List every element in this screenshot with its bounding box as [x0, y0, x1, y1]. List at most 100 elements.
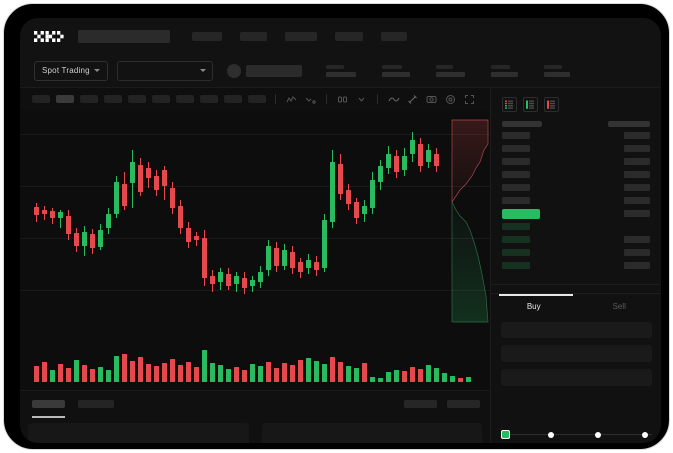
settings-icon[interactable] [444, 93, 457, 106]
stat-last-price [325, 64, 356, 77]
candle-body [138, 165, 143, 192]
candle-body [418, 144, 423, 166]
timeframe-1M[interactable] [224, 95, 242, 103]
order-book-panel: Buy Sell [490, 88, 661, 443]
timeframe-4h[interactable] [152, 95, 170, 103]
bottom-card-right[interactable] [261, 423, 482, 443]
nav-item-3[interactable] [285, 31, 317, 41]
slider-handle[interactable] [501, 430, 510, 439]
timeframe-1d[interactable] [176, 95, 194, 103]
candle-body [282, 250, 287, 266]
nav-item-4[interactable] [335, 31, 363, 41]
timeframe-more[interactable] [248, 95, 266, 103]
volume-bar-15 [154, 366, 159, 382]
orderbook-mode-asks-icon[interactable] [544, 97, 559, 112]
search-input[interactable] [78, 29, 170, 43]
timeframe-5m[interactable] [56, 95, 74, 103]
okx-logo-icon[interactable] [34, 30, 64, 42]
volume-bar-37 [330, 357, 335, 382]
candle-body [394, 156, 399, 172]
trading-pair-select[interactable] [116, 60, 213, 81]
camera-icon[interactable] [425, 93, 438, 106]
tab-open-orders[interactable] [32, 400, 65, 408]
nav-item-1[interactable] [192, 31, 222, 41]
orderbook-ask-row-1[interactable] [502, 131, 650, 140]
order-amount-field[interactable] [501, 345, 652, 362]
volume-bar-10 [114, 356, 119, 382]
orderbook-ask-row-2[interactable] [502, 144, 650, 153]
order-total-field[interactable] [501, 369, 652, 386]
tab-buy[interactable]: Buy [491, 294, 577, 319]
orderbook-price-cell [502, 249, 530, 256]
line-tool-icon[interactable] [387, 93, 400, 106]
orderbook-mode-both-icon[interactable] [502, 97, 517, 112]
order-price-field[interactable] [501, 322, 652, 338]
candle-body [266, 246, 271, 270]
orderbook-price-cell [502, 236, 530, 243]
orderbook-bid-row-2[interactable] [502, 235, 650, 244]
stat-low-24h-value [490, 71, 518, 77]
pair-avatar [226, 63, 241, 78]
orderbook-ask-row-6[interactable] [502, 196, 650, 205]
tab-order-history[interactable] [78, 400, 114, 408]
orders-panel [20, 390, 490, 443]
trading-mode-select[interactable]: Spot Trading [34, 60, 108, 81]
slider-stop-100[interactable] [642, 431, 648, 438]
active-tab-underline [32, 416, 65, 418]
nav-item-2[interactable] [240, 31, 267, 41]
orderbook-bid-row-1[interactable] [502, 222, 650, 231]
timeframe-1h[interactable] [128, 95, 146, 103]
timeframe-1w[interactable] [200, 95, 218, 103]
price-chart[interactable] [20, 110, 490, 332]
trading-mode-label: Spot Trading [42, 66, 90, 75]
slider-stop-33[interactable] [548, 431, 554, 438]
magnet-icon[interactable] [406, 93, 419, 106]
amount-percent-slider[interactable] [501, 428, 652, 440]
candle-body [178, 206, 183, 228]
fullscreen-icon[interactable] [463, 93, 476, 106]
volume-bar-35 [314, 361, 319, 382]
orderbook-price-cell [502, 262, 530, 269]
orderbook-ask-row-3[interactable] [502, 157, 650, 166]
tab-sell[interactable]: Sell [577, 294, 662, 319]
chart-type-icon[interactable] [355, 93, 368, 106]
candle-body [314, 262, 319, 270]
orderbook-bid-row-4[interactable] [502, 261, 650, 270]
volume-bar-19 [186, 362, 191, 382]
volume-bar-14 [146, 364, 151, 382]
templates-icon[interactable] [336, 93, 349, 106]
candle-body [226, 274, 231, 286]
candle-body [186, 228, 191, 242]
timeframe-1m[interactable] [32, 95, 50, 103]
candle-body [122, 184, 127, 206]
orderbook-last-price-row[interactable] [502, 208, 650, 219]
stat-volume-24h [543, 64, 570, 77]
orderbook-ask-row-5[interactable] [502, 183, 650, 192]
orderbook-bid-row-3[interactable] [502, 248, 650, 257]
candle-body [74, 233, 79, 246]
volume-bar-18 [178, 365, 183, 382]
candle-body [354, 202, 359, 218]
volume-bar-16 [162, 363, 167, 382]
orderbook-header-size [608, 121, 650, 127]
bottom-action-1[interactable] [404, 400, 437, 408]
stat-change-24h-label [381, 64, 402, 69]
nav-item-5[interactable] [381, 31, 407, 41]
orderbook-price-cell [502, 197, 530, 204]
orderbook-ask-row-4[interactable] [502, 170, 650, 179]
timeframe-30m[interactable] [104, 95, 122, 103]
volume-bar-32 [290, 365, 295, 382]
candle-body [98, 230, 103, 247]
candle-body [130, 162, 135, 183]
chevron-down-icon [93, 69, 100, 72]
volume-chart[interactable] [20, 332, 490, 390]
bottom-card-left[interactable] [28, 423, 249, 443]
orderbook-header-price [502, 121, 542, 127]
timeframe-15m[interactable] [80, 95, 98, 103]
orderbook-mode-bids-icon[interactable] [523, 97, 538, 112]
bottom-action-2[interactable] [447, 400, 480, 408]
indicators-icon[interactable] [285, 93, 298, 106]
slider-stop-66[interactable] [595, 431, 601, 438]
compare-icon[interactable] [304, 93, 317, 106]
